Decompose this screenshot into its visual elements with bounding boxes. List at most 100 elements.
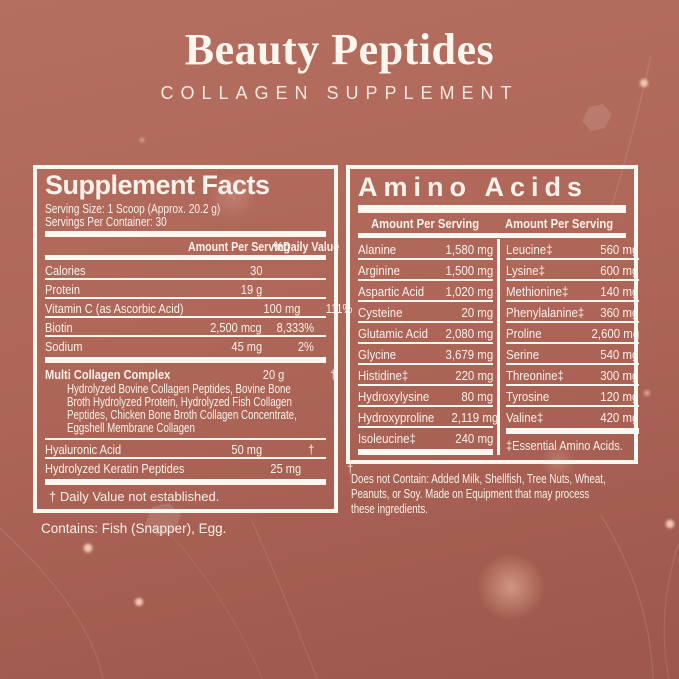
amino-name: Phenylalanine‡ [506, 304, 585, 320]
amino-acids-title: Amino Acids [358, 172, 589, 202]
page-subtitle: COLLAGEN SUPPLEMENT [160, 83, 519, 104]
supplement-facts-panel: Supplement Facts Serving Size: 1 Scoop (… [33, 165, 353, 514]
amino-name: Histidine‡ [358, 367, 409, 383]
amino-amount: 560 mg [600, 241, 639, 257]
contains-statement: Contains: Fish (Snapper), Egg. [41, 521, 227, 537]
amino-acids-table: Alanine 1,580 mg Arginine 1,500 mg Asparti… [358, 239, 639, 455]
amino-name: Serine [506, 346, 540, 362]
divider-bar [45, 255, 326, 261]
divider-bar [358, 449, 493, 455]
table-row: Hydroxylysine 80 mg [358, 386, 493, 407]
amino-name: Hydroxyproline [358, 409, 435, 425]
amino-acids-panel: Amino Acids Amount Per Serving Amount Pe… [346, 165, 639, 464]
table-row: Protein 19 g [45, 280, 326, 300]
collagen-complex-row: Multi Collagen Complex 20 g † [45, 365, 336, 382]
table-row: Threonine‡ 300 mg [506, 365, 639, 386]
table-row: Leucine‡ 560 mg [506, 239, 639, 260]
curve-line [0, 527, 104, 679]
amino-amount: 3,679 mg [445, 346, 493, 362]
servings-per-container: Servings Per Container: 30 [45, 213, 167, 229]
curve-line [251, 520, 318, 679]
nutrient-name: Protein [45, 281, 81, 297]
table-row: Sodium 45 mg 2% [45, 337, 326, 354]
amino-name: Threonine‡ [506, 367, 564, 383]
nutrient-amount: 100 mg [263, 300, 301, 316]
amino-amount: 420 mg [600, 409, 639, 425]
dot-icon [644, 390, 650, 396]
table-row: Cysteine 20 mg [358, 302, 493, 323]
dot-icon [135, 598, 143, 606]
nutrient-dv: † [330, 366, 337, 382]
amino-amount: 120 mg [600, 388, 639, 404]
amino-name: Valine‡ [506, 409, 544, 425]
amount-per-serving-header: Amount Per Serving [370, 217, 480, 231]
hexagon-icon [582, 104, 612, 131]
essential-footnote: ‡Essential Amino Acids. [506, 439, 623, 453]
table-row: Arginine 1,500 mg [358, 260, 493, 281]
amino-amount: 2,600 mg [591, 325, 639, 341]
amino-amount: 540 mg [600, 346, 639, 362]
amount-per-serving-header: Amount Per Serving [504, 217, 614, 231]
nutrient-name: Calories [45, 262, 86, 278]
nutrient-amount: 2,500 mcg [210, 319, 262, 335]
dot-icon [83, 543, 93, 553]
nutrient-name: Multi Collagen Complex [45, 366, 171, 382]
glow-decoration [477, 553, 545, 621]
serving-size: Serving Size: 1 Scoop (Approx. 20.2 g) [45, 200, 221, 216]
daily-value-header: %Daily Value [273, 239, 340, 254]
table-row: Alanine 1,580 mg [358, 239, 493, 260]
dot-icon [665, 519, 675, 529]
curve-line [164, 527, 263, 679]
table-row: Biotin 2,500 mcg 8,333% [45, 318, 326, 338]
nutrient-amount: 25 mg [270, 460, 302, 476]
table-row: Tyrosine 120 mg [506, 386, 639, 407]
nutrient-amount: 19 g [240, 281, 262, 297]
amino-name: Arginine [358, 262, 400, 278]
table-header-row: Amount Per Serving Amount Per Serving [358, 215, 626, 233]
amino-name: Tyrosine [506, 388, 550, 404]
amino-name: Isoleucine‡ [358, 430, 416, 446]
amino-name: Lysine‡ [506, 262, 546, 278]
nutrient-dv: 8,333% [276, 319, 314, 335]
supplement-facts-title: Supplement Facts [45, 170, 270, 200]
supplement-facts-column: Supplement Facts Serving Size: 1 Scoop (… [33, 165, 353, 537]
amino-amount: 2,080 mg [445, 325, 493, 341]
divider-bar [358, 205, 626, 213]
table-row: Glutamic Acid 2,080 mg [358, 323, 493, 344]
nutrient-dv: 2% [298, 338, 314, 354]
divider-bar [358, 233, 626, 238]
nutrient-name: Sodium [45, 338, 83, 354]
amino-amount: 1,580 mg [445, 241, 493, 257]
amino-column-right: Leucine‡ 560 mg Lysine‡ 600 mg Methionine‡… [500, 239, 639, 455]
table-row: Aspartic Acid 1,020 mg [358, 281, 493, 302]
table-row: Hydroxyproline 2,119 mg [358, 407, 498, 428]
amino-amount: 360 mg [600, 304, 639, 320]
nutrient-name: Hydrolyzed Keratin Peptides [45, 460, 185, 476]
amino-amount: 20 mg [461, 304, 493, 320]
nutrient-amount: 50 mg [231, 441, 262, 457]
table-row: Histidine‡ 220 mg [358, 365, 493, 386]
amino-acids-column: Amino Acids Amount Per Serving Amount Pe… [346, 165, 639, 516]
page-title: Beauty Peptides [184, 25, 495, 74]
header: Beauty Peptides COLLAGEN SUPPLEMENT [0, 25, 679, 104]
nutrient-name: Biotin [45, 319, 73, 335]
amino-amount: 600 mg [600, 262, 639, 278]
amino-name: Aspartic Acid [358, 283, 425, 299]
nutrient-dv: † [307, 441, 314, 457]
amino-name: Cysteine [358, 304, 403, 320]
nutrient-amount: 45 mg [231, 338, 262, 354]
amino-name: Glycine [358, 346, 397, 362]
nutrient-dv: † [346, 460, 354, 476]
amino-amount: 300 mg [600, 367, 639, 383]
table-row: Phenylalanine‡ 360 mg [506, 302, 639, 323]
amino-amount: 240 mg [454, 430, 493, 446]
amino-amount: 220 mg [454, 367, 493, 383]
table-row: Lysine‡ 600 mg [506, 260, 639, 281]
amino-name: Proline [506, 325, 542, 341]
amino-amount: 1,020 mg [445, 283, 493, 299]
nutrient-name: Vitamin C (as Ascorbic Acid) [45, 300, 184, 316]
complex-description: Hydrolyzed Bovine Collagen Peptides, Bov… [45, 382, 326, 441]
amino-amount: 2,119 mg [451, 409, 498, 425]
nutrient-amount: 20 g [262, 366, 285, 382]
table-row: Glycine 3,679 mg [358, 344, 493, 365]
